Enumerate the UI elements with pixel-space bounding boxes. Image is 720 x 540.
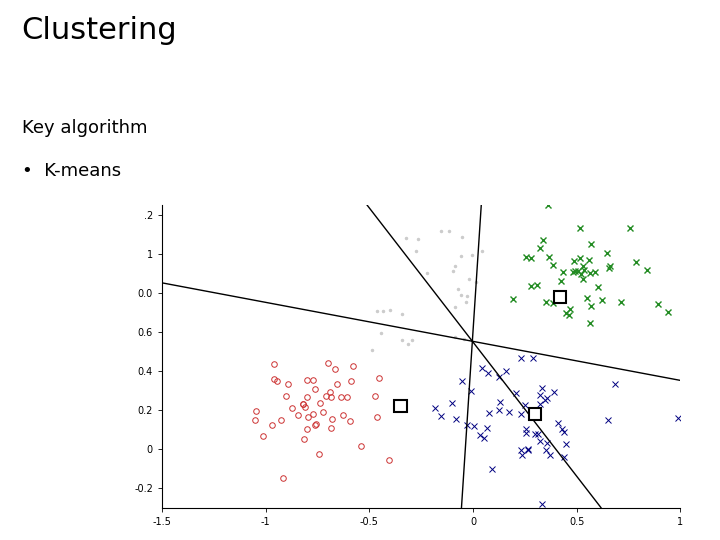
Text: •  K-means: • K-means xyxy=(22,162,121,180)
Text: Key algorithm: Key algorithm xyxy=(22,119,147,137)
Bar xyxy=(554,291,567,303)
Bar xyxy=(529,408,541,420)
Bar xyxy=(395,400,407,412)
Text: Clustering: Clustering xyxy=(22,16,177,45)
